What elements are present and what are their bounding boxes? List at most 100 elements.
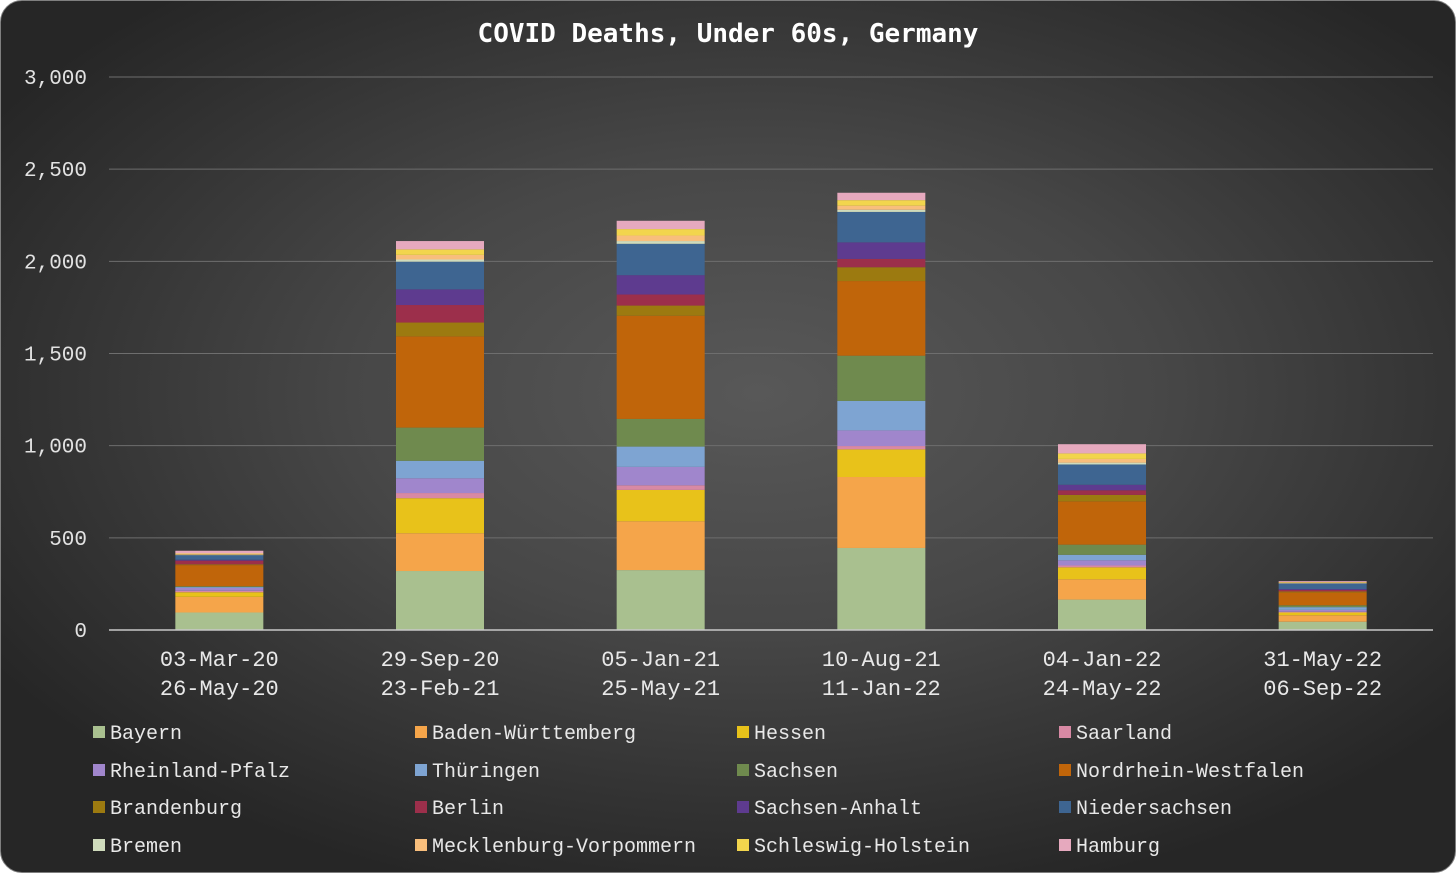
bar-segment bbox=[837, 400, 926, 431]
bar-segment bbox=[1278, 582, 1367, 584]
x-category-label: 10-Aug-21 bbox=[822, 648, 941, 673]
bar-segment bbox=[837, 477, 926, 548]
bar-segment bbox=[396, 322, 484, 337]
legend-item: Brandenburg bbox=[93, 798, 242, 821]
bar-stack bbox=[616, 220, 705, 630]
legend-label: Hessen bbox=[754, 723, 826, 746]
bar-segment bbox=[616, 466, 705, 486]
bar-segment bbox=[1058, 464, 1146, 485]
bar-segment bbox=[616, 229, 705, 236]
bar-segment bbox=[837, 281, 926, 356]
x-category-label: 03-Mar-20 bbox=[160, 648, 279, 673]
bar-segment bbox=[837, 205, 926, 210]
bar-stack bbox=[175, 550, 264, 630]
bar-segment bbox=[1058, 494, 1146, 502]
legend-label: Niedersachsen bbox=[1076, 798, 1232, 821]
bar-segment bbox=[616, 305, 705, 316]
y-tick-label: 0 bbox=[74, 621, 87, 644]
bar-segment bbox=[837, 211, 926, 243]
legend-label: Mecklenburg-Vorpommern bbox=[432, 836, 696, 859]
legend-item: Thüringen bbox=[415, 761, 540, 784]
bar-segment bbox=[175, 596, 264, 613]
legend-item: Mecklenburg-Vorpommern bbox=[415, 836, 696, 859]
bar-segment bbox=[396, 460, 484, 479]
bar-segment bbox=[837, 430, 926, 447]
bar-segment bbox=[1278, 611, 1367, 613]
legend-label: Brandenburg bbox=[110, 798, 242, 821]
legend-swatch bbox=[737, 801, 749, 813]
bar-segment bbox=[175, 565, 264, 587]
bar-segment bbox=[175, 564, 264, 566]
legend-item: Berlin bbox=[415, 798, 504, 821]
bar-segment bbox=[1058, 501, 1146, 545]
x-category-label: 25-May-21 bbox=[601, 677, 720, 702]
legend-item: Baden-Württemberg bbox=[415, 723, 636, 746]
bar-segment bbox=[175, 550, 264, 554]
bar-segment bbox=[175, 555, 264, 560]
bar-segment bbox=[1278, 621, 1367, 630]
legend-swatch bbox=[415, 839, 427, 851]
legend-item: Schleswig-Holstein bbox=[737, 836, 970, 859]
bar-segment bbox=[837, 258, 926, 268]
legend-swatch bbox=[93, 801, 105, 813]
legend-item: Sachsen-Anhalt bbox=[737, 798, 922, 821]
bar-segment bbox=[1058, 554, 1146, 561]
x-category-label: 29-Sep-20 bbox=[381, 648, 500, 673]
bar-segment bbox=[616, 243, 705, 276]
y-tick-label: 1,000 bbox=[24, 437, 87, 460]
x-category-label: 11-Jan-22 bbox=[822, 677, 941, 702]
bar-segment bbox=[616, 235, 705, 242]
bar-segment bbox=[1278, 591, 1367, 593]
x-category-label: 05-Jan-21 bbox=[601, 648, 720, 673]
bar-segment bbox=[1058, 599, 1146, 630]
bar-segment bbox=[396, 533, 484, 572]
bar-segment bbox=[616, 220, 705, 230]
y-axis-ticks: 0 500 1,000 1,500 2,000 2,500 3,000 bbox=[24, 68, 87, 644]
legend-label: Nordrhein-Westfalen bbox=[1076, 761, 1304, 784]
legend-item: Niedersachsen bbox=[1059, 798, 1232, 821]
y-tick-label: 500 bbox=[49, 529, 87, 552]
gridlines bbox=[109, 76, 1433, 539]
legend-swatch bbox=[737, 764, 749, 776]
bar-segment bbox=[175, 586, 264, 588]
bar-stack bbox=[837, 192, 926, 630]
bar-segment bbox=[175, 554, 264, 555]
bar-segment bbox=[1058, 579, 1146, 600]
legend-item: Rheinland-Pfalz bbox=[93, 761, 290, 784]
legend-swatch bbox=[415, 801, 427, 813]
bar-segment bbox=[837, 192, 926, 201]
bar-segment bbox=[837, 200, 926, 206]
bar-segment bbox=[1058, 567, 1146, 580]
bar-segment bbox=[616, 446, 705, 467]
bar-segment bbox=[837, 267, 926, 282]
bar-segment bbox=[1278, 607, 1367, 610]
x-category-label: 26-May-20 bbox=[160, 677, 279, 702]
bar-segment bbox=[1278, 615, 1367, 622]
bar-segment bbox=[616, 521, 705, 571]
bar-segment bbox=[396, 261, 484, 290]
bar-segment bbox=[396, 427, 484, 461]
bar-segment bbox=[837, 242, 926, 259]
legend-item: Bremen bbox=[93, 836, 182, 859]
bar-segment bbox=[396, 336, 484, 428]
bar-segment bbox=[837, 355, 926, 401]
bar-segment bbox=[1058, 544, 1146, 555]
bar-segment bbox=[396, 498, 484, 534]
legend-label: Saarland bbox=[1076, 723, 1172, 746]
legend-swatch bbox=[1059, 764, 1071, 776]
bar-segment bbox=[1058, 462, 1146, 465]
bar-segment bbox=[396, 305, 484, 323]
bar-segment bbox=[175, 592, 264, 597]
bar-segment bbox=[1058, 458, 1146, 463]
bar-segment bbox=[1278, 583, 1367, 590]
bar-segment bbox=[837, 547, 926, 630]
legend-label: Baden-Württemberg bbox=[432, 723, 636, 746]
legend-label: Schleswig-Holstein bbox=[754, 836, 970, 859]
bar-stack bbox=[1278, 581, 1367, 630]
bar-segment bbox=[396, 289, 484, 306]
bar-segment bbox=[616, 489, 705, 522]
legend-label: Thüringen bbox=[432, 761, 540, 784]
legend-item: Saarland bbox=[1059, 723, 1172, 746]
